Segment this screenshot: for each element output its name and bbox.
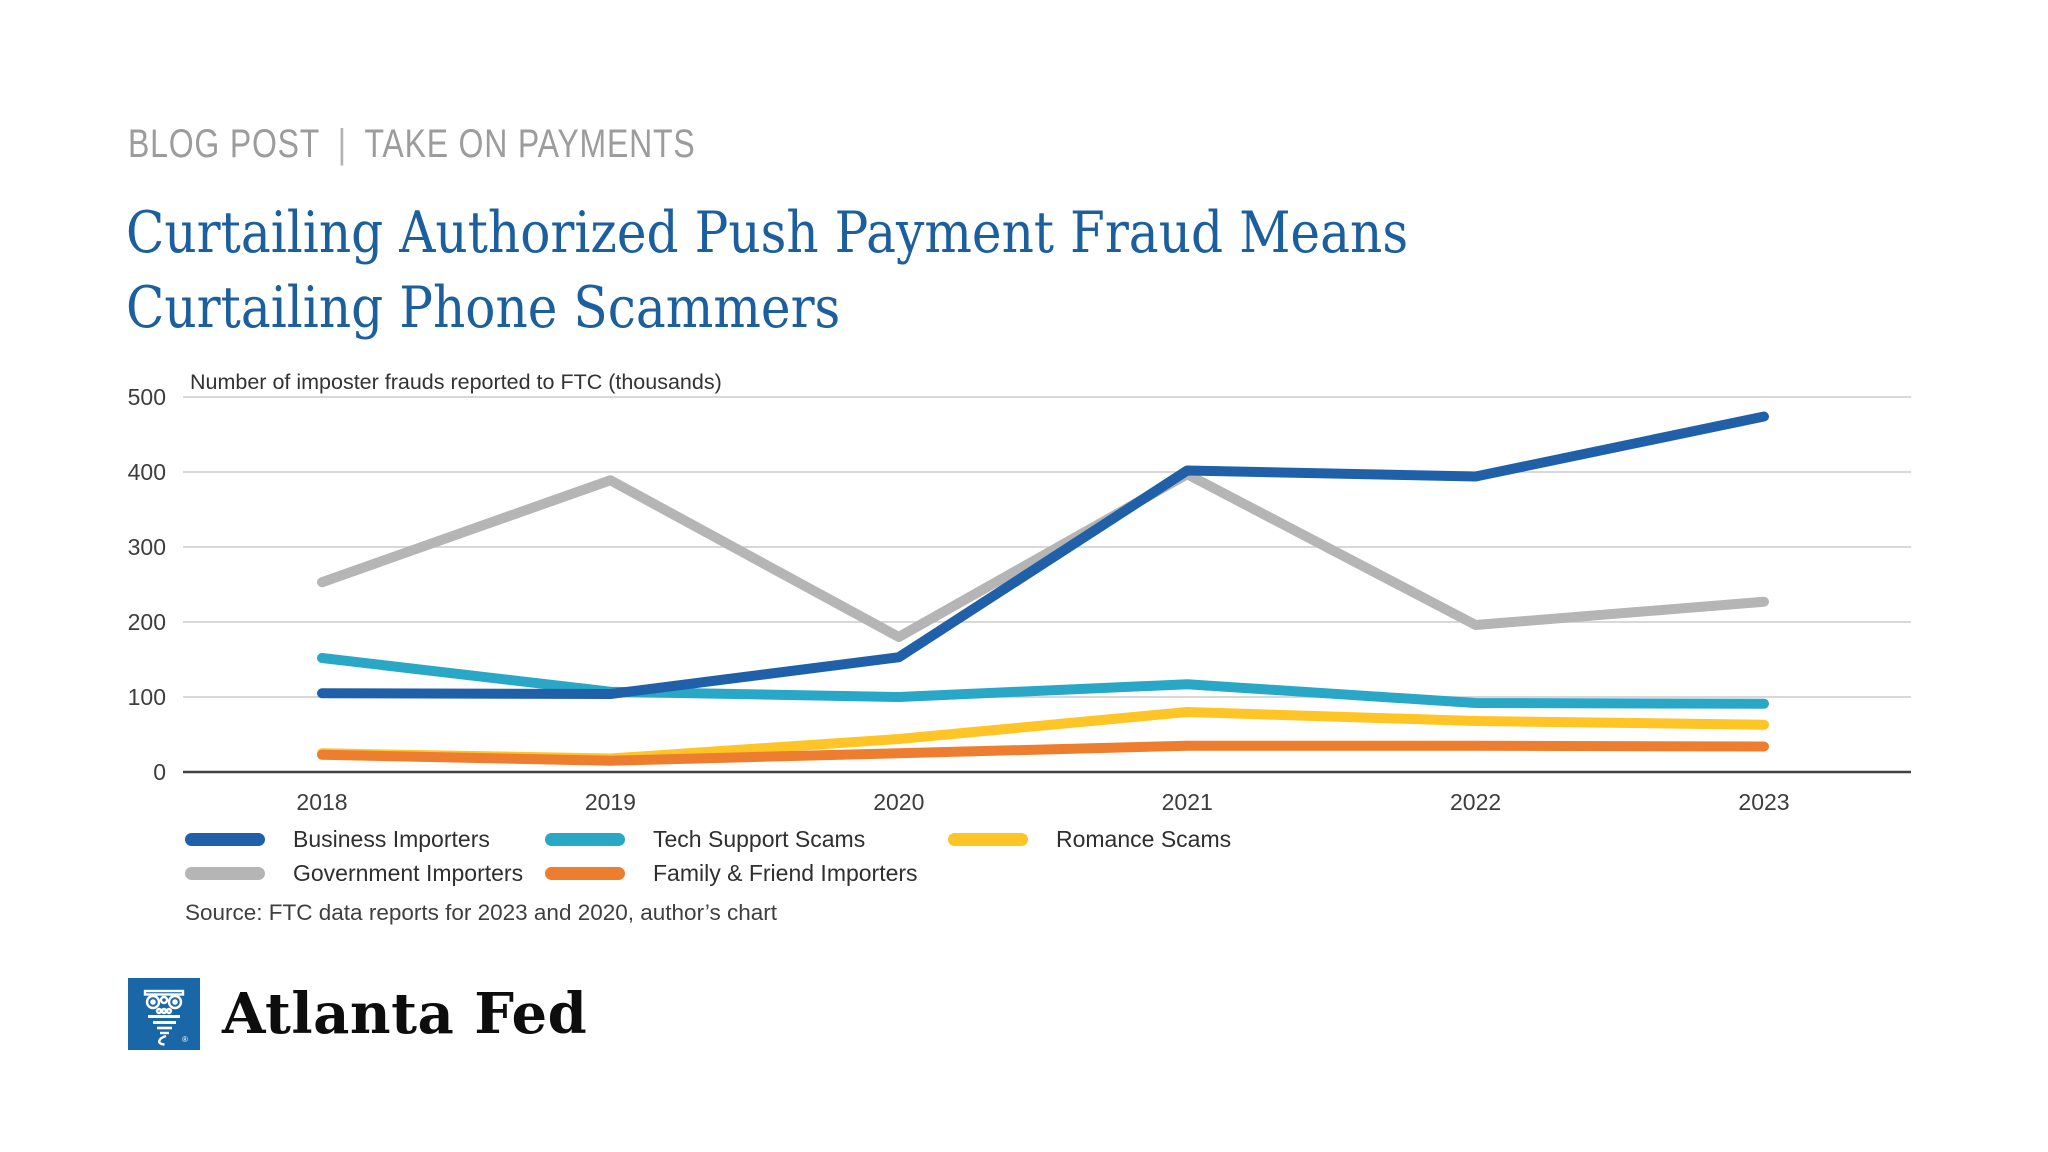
y-tick-400: 400 bbox=[128, 459, 166, 485]
series-line-tech-support-scams bbox=[317, 653, 1769, 709]
legend-swatch-tech-support-scams bbox=[545, 832, 625, 846]
legend-label-government-importers: Government Importers bbox=[293, 859, 524, 886]
series-line-family-friend-importers bbox=[317, 740, 1769, 766]
page-title-line1: Curtailing Authorized Push Payment Fraud… bbox=[126, 200, 1409, 266]
y-tick-0: 0 bbox=[153, 759, 166, 785]
legend-label-tech-support-scams: Tech Support Scams bbox=[653, 825, 866, 852]
atlanta-fed-wordmark: Atlanta Fed bbox=[222, 981, 588, 1047]
eyebrow: BLOG POST | TAKE ON PAYMENTS bbox=[128, 122, 696, 167]
logo-registered-mark: ® bbox=[182, 1035, 188, 1044]
y-tick-300: 300 bbox=[128, 534, 166, 560]
legend-label-business-importers: Business Importers bbox=[293, 825, 490, 852]
legend-label-romance-scams: Romance Scams bbox=[1056, 825, 1232, 852]
series-line-business-importers bbox=[317, 411, 1769, 699]
legend-swatch-government-importers bbox=[185, 866, 265, 880]
eyebrow-blog-post: BLOG POST bbox=[128, 122, 321, 166]
source-note: Source: FTC data reports for 2023 and 20… bbox=[185, 900, 778, 925]
line-chart: 500 400 300 200 100 0 2018 2019 2020 2021 2022 2023 bbox=[128, 384, 1911, 815]
eyebrow-take-on-payments: TAKE ON PAYMENTS bbox=[364, 122, 696, 166]
page-title-line2: Curtailing Phone Scammers bbox=[126, 275, 841, 341]
legend-item-family-friend-importers: Family & Friend Importers bbox=[545, 860, 918, 886]
page-title: Curtailing Authorized Push Payment Fraud… bbox=[126, 196, 1408, 346]
y-tick-100: 100 bbox=[128, 684, 166, 710]
x-tick-2022: 2022 bbox=[1450, 789, 1501, 815]
x-tick-2021: 2021 bbox=[1162, 789, 1213, 815]
chart-caption: Number of imposter frauds reported to FT… bbox=[190, 370, 722, 394]
x-tick-2023: 2023 bbox=[1738, 789, 1789, 815]
y-tick-200: 200 bbox=[128, 609, 166, 635]
atlanta-fed-logo-icon: ® bbox=[128, 978, 200, 1050]
legend-item-tech-support-scams: Tech Support Scams bbox=[545, 826, 865, 852]
atlanta-fed-logo: ® bbox=[128, 978, 200, 1050]
legend-swatch-romance-scams bbox=[948, 832, 1028, 846]
series-line-government-importers bbox=[317, 469, 1769, 642]
y-tick-500: 500 bbox=[128, 384, 166, 410]
x-tick-2020: 2020 bbox=[873, 789, 924, 815]
legend-item-government-importers: Government Importers bbox=[185, 860, 523, 886]
legend-swatch-family-friend-importers bbox=[545, 866, 625, 880]
eyebrow-separator: | bbox=[337, 122, 347, 166]
legend-label-family-friend-importers: Family & Friend Importers bbox=[653, 859, 918, 886]
x-tick-2018: 2018 bbox=[296, 789, 347, 815]
legend-swatch-business-importers bbox=[185, 832, 265, 846]
x-tick-2019: 2019 bbox=[585, 789, 636, 815]
legend-item-business-importers: Business Importers bbox=[185, 826, 490, 852]
legend-item-romance-scams: Romance Scams bbox=[948, 826, 1231, 852]
